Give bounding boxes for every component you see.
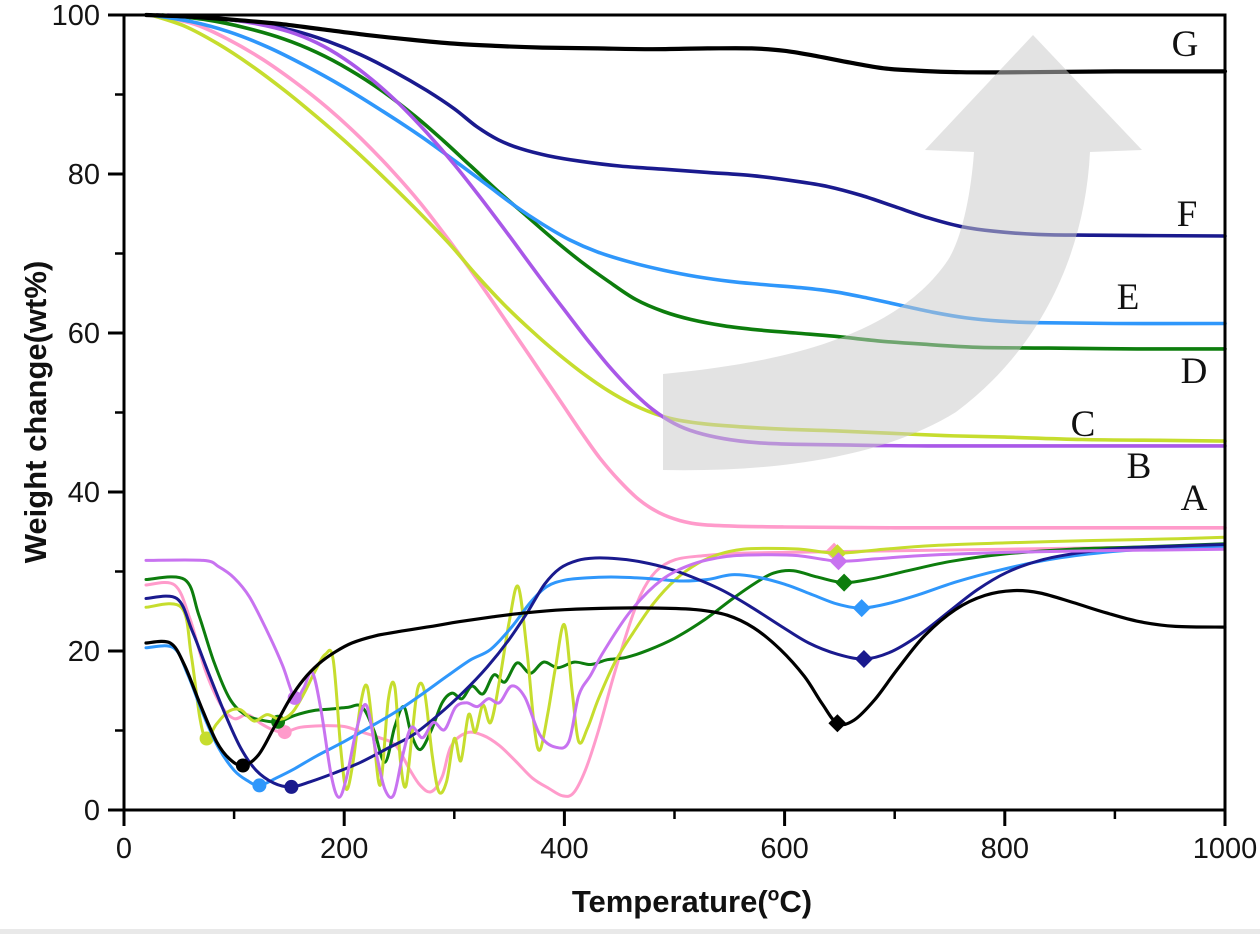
y-tick-label: 20 xyxy=(68,636,100,668)
series-label-D: D xyxy=(1181,351,1208,392)
diamond-marker-dtg-green xyxy=(835,573,854,592)
diamond-marker-dtg-lightblue xyxy=(852,599,871,618)
y-axis-title: Weight change(wt%) xyxy=(18,261,54,564)
curve-dtg-pink xyxy=(144,545,1227,798)
x-tick-label: 0 xyxy=(116,833,132,865)
bottom-edge-strip xyxy=(0,929,1260,934)
x-tick-label: 200 xyxy=(320,833,368,865)
diamond-marker-dtg-black xyxy=(828,714,847,733)
dot-marker-dtg-yellowgreen xyxy=(199,731,214,746)
series-label-F: F xyxy=(1177,194,1198,235)
curve-tga-F xyxy=(155,13,1227,238)
diamond-marker-dtg-violet xyxy=(829,552,848,571)
series-label-A: A xyxy=(1181,478,1208,519)
dot-marker-dtg-lightblue xyxy=(252,778,267,793)
y-tick-label: 100 xyxy=(52,0,100,32)
x-axis-title-prefix: Temperature( xyxy=(571,884,768,919)
curve-tga-G xyxy=(143,12,1228,75)
x-axis-title-suffix: C) xyxy=(779,884,813,919)
diamond-marker-dtg-navy xyxy=(854,650,873,668)
dot-marker-dtg-pink xyxy=(277,725,292,740)
dot-marker-dtg-black xyxy=(235,758,250,773)
trend-up-arrow xyxy=(663,35,1142,471)
x-tick-label: 400 xyxy=(540,833,588,865)
series-label-G: G xyxy=(1172,24,1199,65)
curve-dtg-lightblue xyxy=(144,544,1227,787)
series-label-B: B xyxy=(1127,446,1152,487)
y-tick-label: 80 xyxy=(68,159,100,191)
curve-tga-C xyxy=(149,13,1227,443)
x-tick-label: 600 xyxy=(760,833,808,865)
x-tick-label: 800 xyxy=(981,833,1029,865)
dot-marker-dtg-navy xyxy=(284,779,299,794)
x-axis-title: Temperature(oC) xyxy=(572,884,812,920)
y-tick-label: 0 xyxy=(84,795,100,827)
curve-dtg-violet xyxy=(144,547,1227,799)
curve-tga-A xyxy=(155,13,1227,530)
x-axis-title-degree: o xyxy=(767,884,780,906)
curve-dtg-navy xyxy=(144,543,1227,789)
plot-border xyxy=(122,13,1227,812)
series-label-C: C xyxy=(1071,404,1096,445)
y-tick-label: 60 xyxy=(68,318,100,350)
series-label-E: E xyxy=(1117,277,1140,318)
y-tick-label: 40 xyxy=(68,477,100,509)
curve-dtg-black xyxy=(144,588,1227,768)
curve-dtg-green xyxy=(144,542,1227,764)
y-axis-title-text: Weight change(wt%) xyxy=(18,260,53,564)
x-tick-label: 1000 xyxy=(1193,833,1258,865)
